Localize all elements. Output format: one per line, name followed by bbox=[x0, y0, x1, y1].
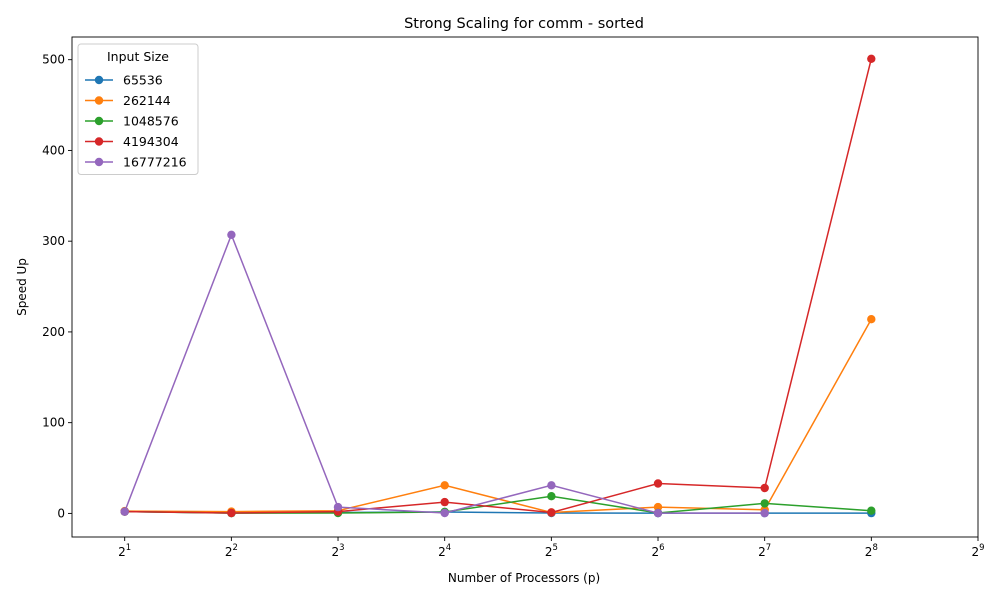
data-point bbox=[867, 315, 876, 324]
x-axis-label: Number of Processors (p) bbox=[448, 571, 600, 585]
x-tick-label: 24 bbox=[438, 543, 451, 559]
x-tick-label: 28 bbox=[865, 543, 878, 559]
legend-title: Input Size bbox=[107, 49, 169, 64]
y-tick-label: 200 bbox=[42, 325, 65, 339]
data-point bbox=[653, 502, 663, 512]
data-point bbox=[760, 508, 769, 518]
legend-swatch-marker bbox=[94, 137, 104, 146]
data-point bbox=[867, 54, 876, 63]
data-point bbox=[547, 508, 556, 517]
series-16777216 bbox=[120, 230, 769, 518]
legend-label: 65536 bbox=[123, 73, 163, 88]
y-tick-label: 500 bbox=[42, 53, 65, 67]
x-tick-label: 29 bbox=[971, 543, 984, 559]
plot-area bbox=[120, 54, 876, 518]
legend-label: 16777216 bbox=[123, 155, 187, 170]
data-point bbox=[653, 479, 663, 488]
x-tick-label: 26 bbox=[651, 543, 664, 559]
data-point bbox=[547, 492, 556, 501]
legend-item: 65536 bbox=[85, 73, 163, 88]
y-tick-label: 300 bbox=[42, 234, 65, 248]
y-tick-label: 400 bbox=[42, 143, 65, 157]
y-tick-label: 100 bbox=[42, 416, 65, 430]
legend-swatch-marker bbox=[94, 157, 104, 167]
legend-item: 16777216 bbox=[85, 155, 187, 170]
y-axis-label: Speed Up bbox=[15, 258, 29, 316]
legend-swatch-marker bbox=[94, 75, 104, 85]
data-point bbox=[440, 497, 449, 507]
x-tick-label: 27 bbox=[758, 543, 771, 559]
legend-label: 1048576 bbox=[123, 114, 179, 129]
chart-title: Strong Scaling for comm - sorted bbox=[404, 16, 644, 32]
legend-swatch-marker bbox=[94, 116, 104, 126]
x-tick-label: 25 bbox=[545, 543, 558, 559]
x-tick-label: 21 bbox=[118, 543, 131, 559]
series-line-4194304 bbox=[124, 58, 873, 514]
y-tick-label: 0 bbox=[57, 506, 65, 520]
data-point bbox=[547, 481, 556, 490]
data-point bbox=[653, 508, 663, 518]
legend-swatch-marker bbox=[94, 96, 104, 105]
data-point bbox=[227, 230, 236, 239]
data-point bbox=[227, 508, 236, 518]
data-point bbox=[867, 506, 876, 515]
data-point bbox=[440, 508, 449, 518]
x-tick-label: 22 bbox=[225, 543, 238, 559]
legend-label: 4194304 bbox=[123, 134, 179, 149]
legend-label: 262144 bbox=[123, 93, 171, 108]
axes: 21 22 23 24 25 26 27 28 29 0 100 200 300 400 500 bbox=[42, 36, 985, 559]
legend-item: 4194304 bbox=[85, 134, 179, 149]
legend-item: 262144 bbox=[85, 93, 171, 108]
data-point bbox=[760, 483, 769, 493]
legend: Input Size 65536 262144 1048576 4194304 16777… bbox=[77, 43, 199, 175]
data-point bbox=[440, 481, 449, 490]
x-tick-label: 23 bbox=[331, 543, 344, 559]
data-point bbox=[333, 502, 343, 512]
axes-frame bbox=[71, 36, 979, 538]
legend-item: 1048576 bbox=[85, 114, 179, 129]
data-point bbox=[120, 507, 129, 516]
data-point bbox=[760, 499, 769, 508]
